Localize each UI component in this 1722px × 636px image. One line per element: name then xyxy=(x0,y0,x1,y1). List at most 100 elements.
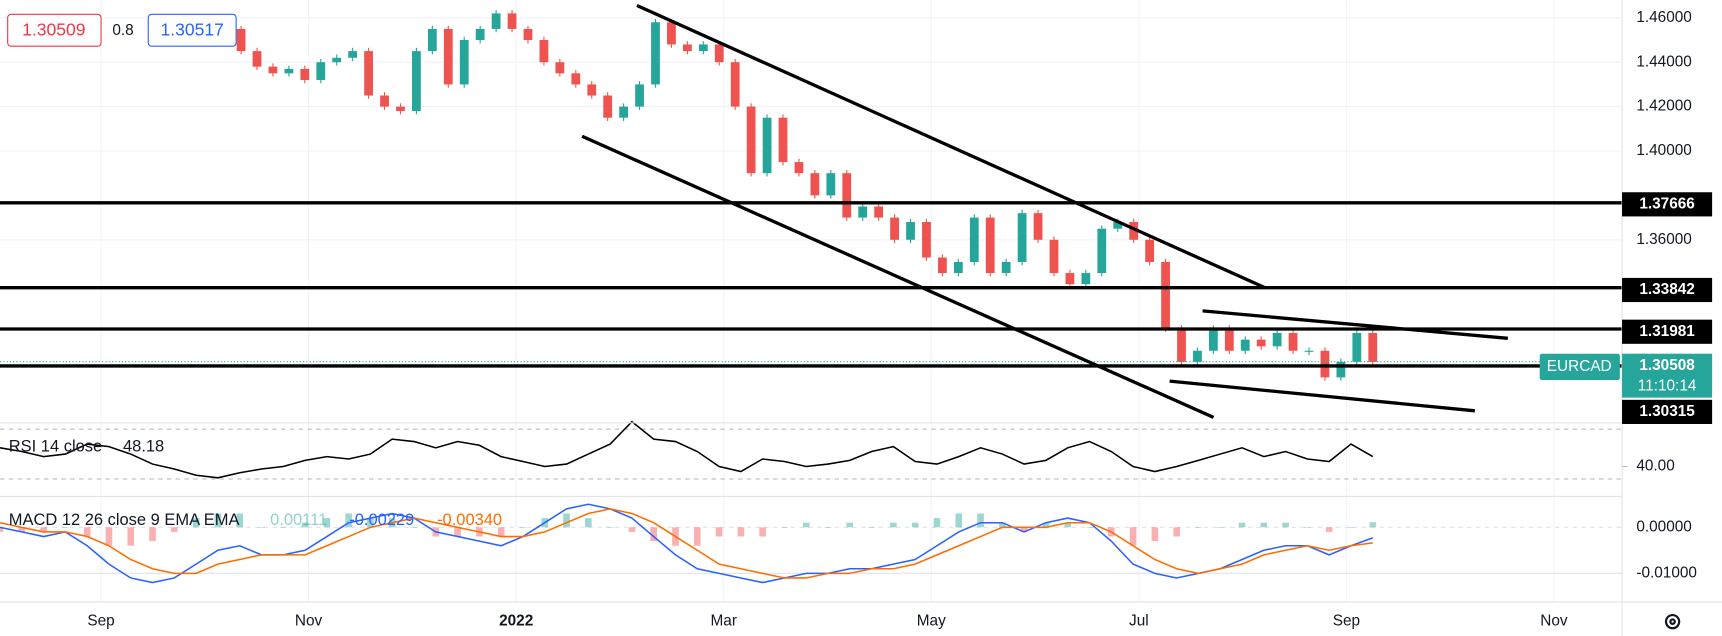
candle xyxy=(1336,361,1346,378)
macd-value: 0.00111 xyxy=(270,511,327,529)
candle xyxy=(651,22,660,85)
candle xyxy=(1193,350,1202,362)
candle xyxy=(667,22,676,45)
level-box xyxy=(1622,192,1713,217)
macd-histogram-bar xyxy=(497,527,505,537)
macd-histogram-bar xyxy=(955,513,963,528)
candle xyxy=(1224,328,1234,351)
bid: 1.30509 xyxy=(22,19,85,39)
settings-icon[interactable] xyxy=(1664,613,1681,630)
level-label: 1.31981 xyxy=(1639,323,1695,340)
macd-histogram-bar xyxy=(1282,522,1289,528)
candle xyxy=(969,217,979,262)
macd-histogram-bar xyxy=(999,522,1006,528)
candle xyxy=(1256,339,1266,347)
gear[interactable] xyxy=(1664,613,1681,630)
macd-histogram-bar xyxy=(846,522,854,528)
macd-histogram-bar xyxy=(628,527,636,532)
macd-value: -0.00229 xyxy=(349,511,414,529)
time-label: 2022 xyxy=(499,613,533,630)
macd-histogram-bar xyxy=(105,527,113,546)
candle xyxy=(459,40,469,85)
candle xyxy=(475,28,485,41)
candle xyxy=(555,62,565,74)
candle xyxy=(396,106,405,112)
candle xyxy=(794,162,804,174)
price-tick-label: 1.36000 xyxy=(1636,231,1692,248)
macd-histogram-bar xyxy=(236,513,243,528)
macd-histogram-bar xyxy=(868,527,875,528)
candle xyxy=(1320,350,1330,378)
macd-histogram-bar xyxy=(1195,527,1202,528)
macd-histogram-bar xyxy=(606,527,614,528)
time-label: Jul xyxy=(1129,613,1149,630)
candle xyxy=(635,84,644,107)
macd-histogram-bar xyxy=(301,522,309,528)
candle xyxy=(874,206,884,218)
candle xyxy=(412,51,421,112)
gear-hub[interactable] xyxy=(1669,618,1676,625)
symbol-box xyxy=(1539,353,1620,381)
candle xyxy=(523,28,533,41)
macd-histogram-bar xyxy=(890,522,897,528)
bid-box[interactable] xyxy=(7,13,102,47)
candle xyxy=(842,173,852,218)
macd-histogram-bar xyxy=(410,527,418,528)
macd-histogram-bar xyxy=(563,513,570,528)
macd-name: MACD 12 26 close 9 EMA EMA xyxy=(9,511,240,529)
trend-line xyxy=(1169,379,1476,413)
macd-histogram-bar xyxy=(519,527,527,528)
macd-histogram-bar xyxy=(933,518,941,528)
macd-histogram-bar xyxy=(192,518,200,528)
macd-histogram-bar xyxy=(1173,527,1180,537)
ask-box[interactable] xyxy=(147,13,237,47)
candle xyxy=(906,222,915,240)
labels: Sep Nov 2022 Mar May Jul Sep Nov 1.46000 1.44000 1… xyxy=(9,9,1713,630)
candle xyxy=(746,106,756,174)
candle xyxy=(826,173,836,196)
candle xyxy=(1145,239,1155,262)
candle xyxy=(332,57,342,63)
macd-value: -0.00340 xyxy=(437,511,502,529)
macd-histogram-bar xyxy=(585,518,592,528)
macd-histogram-bar xyxy=(1129,527,1137,546)
candle xyxy=(268,66,278,74)
candle xyxy=(714,44,724,63)
time-label: Sep xyxy=(1333,613,1360,630)
macd-histogram-bar xyxy=(1260,522,1268,528)
candle xyxy=(778,117,788,163)
candle xyxy=(762,117,772,174)
candle xyxy=(938,257,947,274)
macd-histogram-bar xyxy=(171,527,178,532)
candle xyxy=(953,261,963,274)
macd-histogram-bar xyxy=(1064,522,1072,528)
candle xyxy=(698,44,708,52)
candle xyxy=(619,106,629,118)
trend-line xyxy=(581,134,1215,419)
macd-histogram-bar xyxy=(127,527,135,546)
macd-histogram-bar xyxy=(454,527,461,537)
macd-histogram-bar xyxy=(977,513,984,528)
macd-histogram-bar xyxy=(1216,527,1224,528)
candle xyxy=(603,95,613,118)
candle xyxy=(1065,273,1075,285)
candle xyxy=(810,173,820,196)
level-box xyxy=(1622,277,1713,303)
time-label: May xyxy=(917,613,946,630)
candle xyxy=(1113,222,1123,229)
macd-histogram-bar xyxy=(759,527,766,537)
candle xyxy=(587,84,597,96)
candle xyxy=(539,40,549,63)
candle xyxy=(1097,228,1107,274)
time-label: Nov xyxy=(1540,613,1568,630)
price-tick-label: 1.46000 xyxy=(1636,9,1692,26)
candle xyxy=(1272,332,1282,347)
macd-histogram-bar xyxy=(824,527,832,528)
macd-histogram-bar xyxy=(1020,527,1028,532)
candle xyxy=(890,217,899,240)
candle xyxy=(348,51,358,58)
rsi-value: 48.18 xyxy=(123,437,164,455)
macd-histogram-bar xyxy=(737,527,745,537)
candle xyxy=(380,95,389,107)
